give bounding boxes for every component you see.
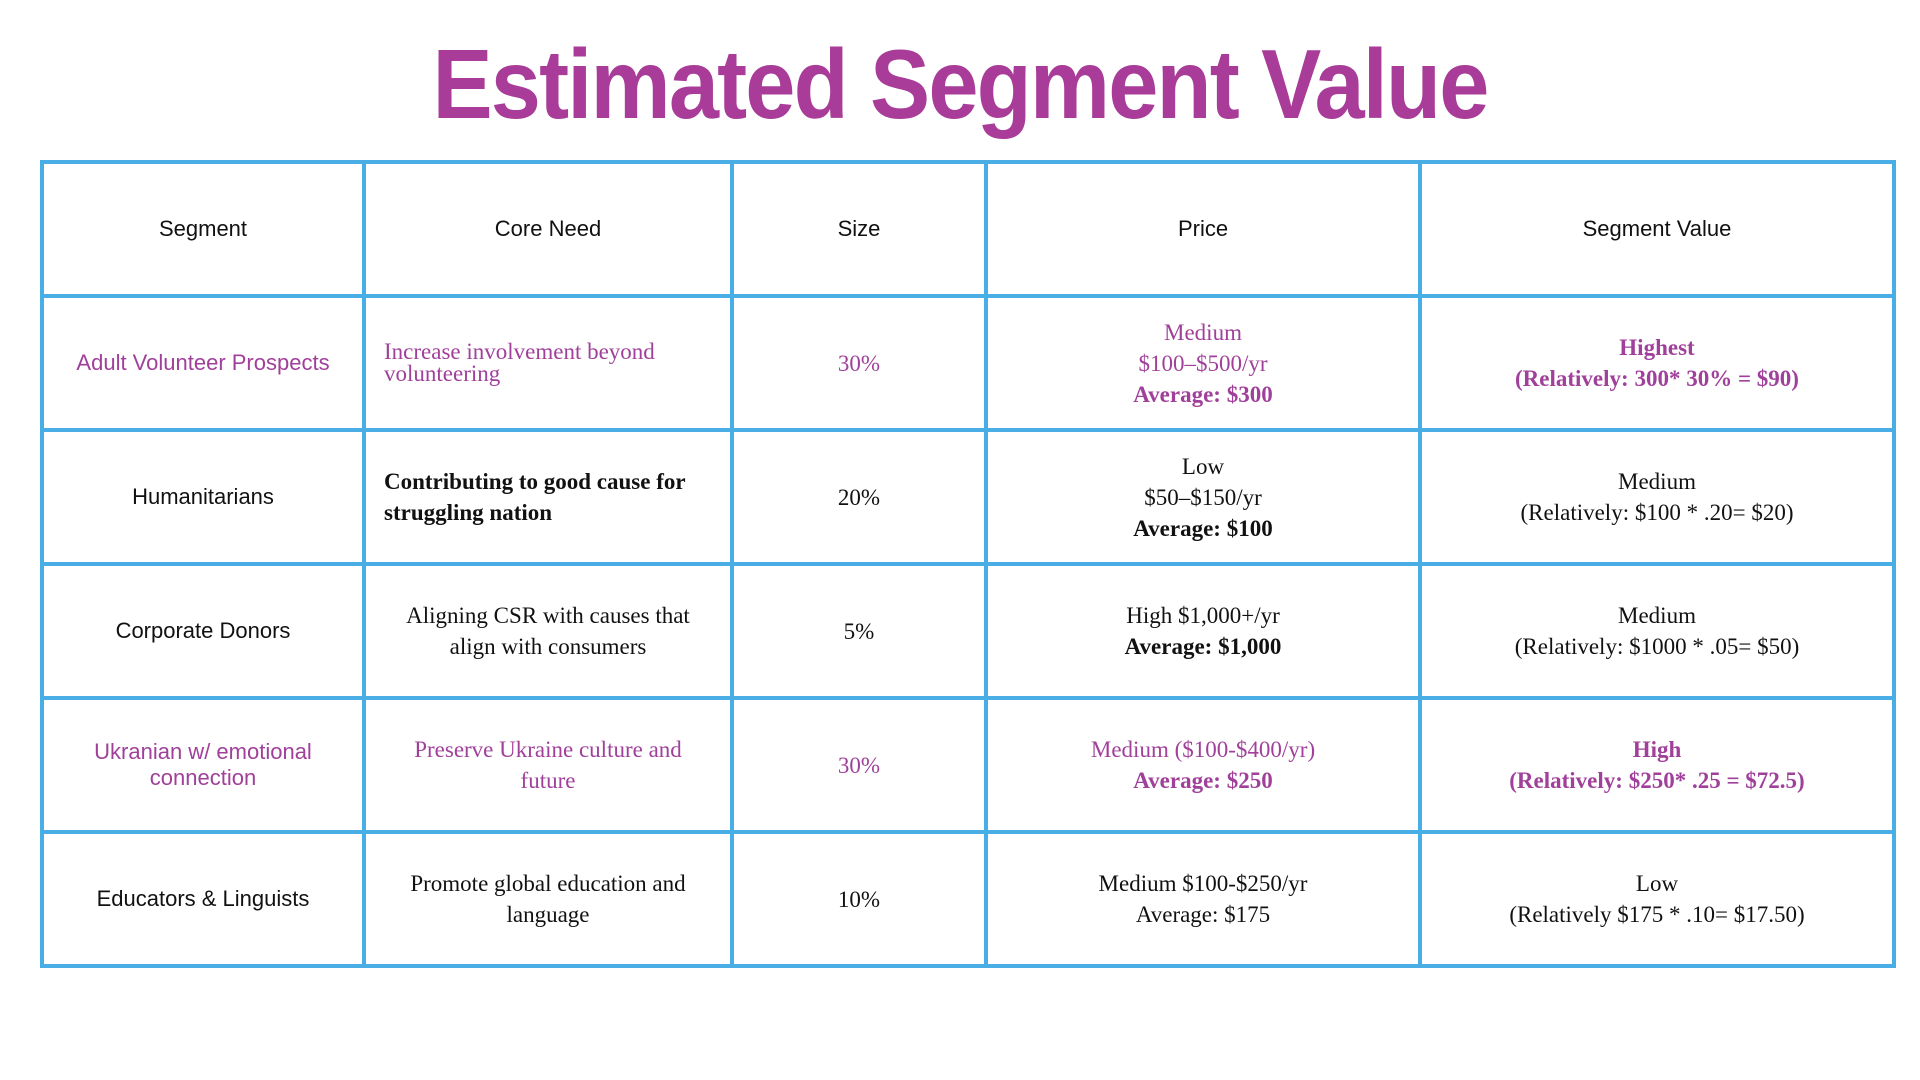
value-level: Medium bbox=[1618, 469, 1696, 494]
core-need-cell: Aligning CSR with causes that align with… bbox=[362, 562, 734, 700]
price-average: Average: $300 bbox=[1133, 381, 1273, 407]
segment-value-cell: Medium (Relatively: $100 * .20= $20) bbox=[1418, 428, 1896, 566]
price-cell: High $1,000+/yr Average: $1,000 bbox=[984, 562, 1422, 700]
table-row: Educators & Linguists Promote global edu… bbox=[40, 830, 1896, 968]
price-range: Medium ($100-$400/yr) bbox=[1090, 737, 1316, 762]
segment-cell: Educators & Linguists bbox=[40, 830, 366, 968]
price-range: $100–$500/yr bbox=[1138, 350, 1268, 376]
table-row: Ukranian w/ emotional connection Preserv… bbox=[40, 696, 1896, 834]
header-segment: Segment bbox=[40, 160, 366, 298]
price-range: High $1,000+/yr bbox=[1126, 603, 1280, 628]
segment-value-cell: Medium (Relatively: $1000 * .05= $50) bbox=[1418, 562, 1896, 700]
value-calculation: (Relatively: $250* .25 = $72.5) bbox=[1509, 768, 1805, 793]
value-level: Low bbox=[1635, 871, 1679, 896]
header-size: Size bbox=[730, 160, 988, 298]
value-level: Highest bbox=[1619, 335, 1695, 360]
price-average: Average: $250 bbox=[1133, 768, 1273, 793]
size-cell: 10% bbox=[730, 830, 988, 968]
price-range: $50–$150/yr bbox=[1144, 484, 1262, 510]
value-calculation: (Relatively: $100 * .20= $20) bbox=[1520, 500, 1794, 525]
price-cell: Low $50–$150/yr Average: $100 bbox=[984, 428, 1422, 566]
segment-cell: Ukranian w/ emotional connection bbox=[40, 696, 366, 834]
segment-value-cell: Low (Relatively $175 * .10= $17.50) bbox=[1418, 830, 1896, 968]
table-row: Corporate Donors Aligning CSR with cause… bbox=[40, 562, 1896, 700]
segment-cell: Adult Volunteer Prospects bbox=[40, 294, 366, 432]
price-average: Average: $100 bbox=[1133, 515, 1273, 541]
header-segment-value: Segment Value bbox=[1418, 160, 1896, 298]
core-need-cell: Contributing to good cause for strugglin… bbox=[362, 428, 734, 566]
size-cell: 5% bbox=[730, 562, 988, 700]
price-level: Low bbox=[1181, 453, 1225, 479]
price-average: Average: $175 bbox=[1135, 902, 1271, 927]
value-calculation: (Relatively: $1000 * .05= $50) bbox=[1514, 634, 1800, 659]
core-need-cell: Promote global education and language bbox=[362, 830, 734, 968]
value-calculation: (Relatively $175 * .10= $17.50) bbox=[1509, 902, 1805, 927]
table-row: Humanitarians Contributing to good cause… bbox=[40, 428, 1896, 566]
segment-value-cell: High (Relatively: $250* .25 = $72.5) bbox=[1418, 696, 1896, 834]
segment-value-cell: Highest (Relatively: 300* 30% = $90) bbox=[1418, 294, 1896, 432]
size-cell: 20% bbox=[730, 428, 988, 566]
price-range: Medium $100-$250/yr bbox=[1098, 871, 1308, 896]
price-level: Medium bbox=[1164, 319, 1242, 345]
value-level: Medium bbox=[1618, 603, 1696, 628]
segment-cell: Humanitarians bbox=[40, 428, 366, 566]
segment-value-table: Segment Core Need Size Price Segment Val… bbox=[40, 160, 1896, 968]
value-level: High bbox=[1632, 737, 1682, 762]
value-calculation: (Relatively: 300* 30% = $90) bbox=[1515, 366, 1799, 391]
core-need-cell: Increase involvement beyond volunteering bbox=[362, 294, 734, 432]
page-title: Estimated Segment Value bbox=[432, 29, 1489, 139]
table-row: Adult Volunteer Prospects Increase invol… bbox=[40, 294, 1896, 432]
header-price: Price bbox=[984, 160, 1422, 298]
price-average: Average: $1,000 bbox=[1124, 634, 1282, 659]
price-cell: Medium ($100-$400/yr) Average: $250 bbox=[984, 696, 1422, 834]
segment-cell: Corporate Donors bbox=[40, 562, 366, 700]
size-cell: 30% bbox=[730, 294, 988, 432]
table-header-row: Segment Core Need Size Price Segment Val… bbox=[40, 160, 1896, 298]
price-cell: Medium $100-$250/yr Average: $175 bbox=[984, 830, 1422, 968]
header-core-need: Core Need bbox=[362, 160, 734, 298]
core-need-cell: Preserve Ukraine culture and future bbox=[362, 696, 734, 834]
price-cell: Medium $100–$500/yr Average: $300 bbox=[984, 294, 1422, 432]
size-cell: 30% bbox=[730, 696, 988, 834]
